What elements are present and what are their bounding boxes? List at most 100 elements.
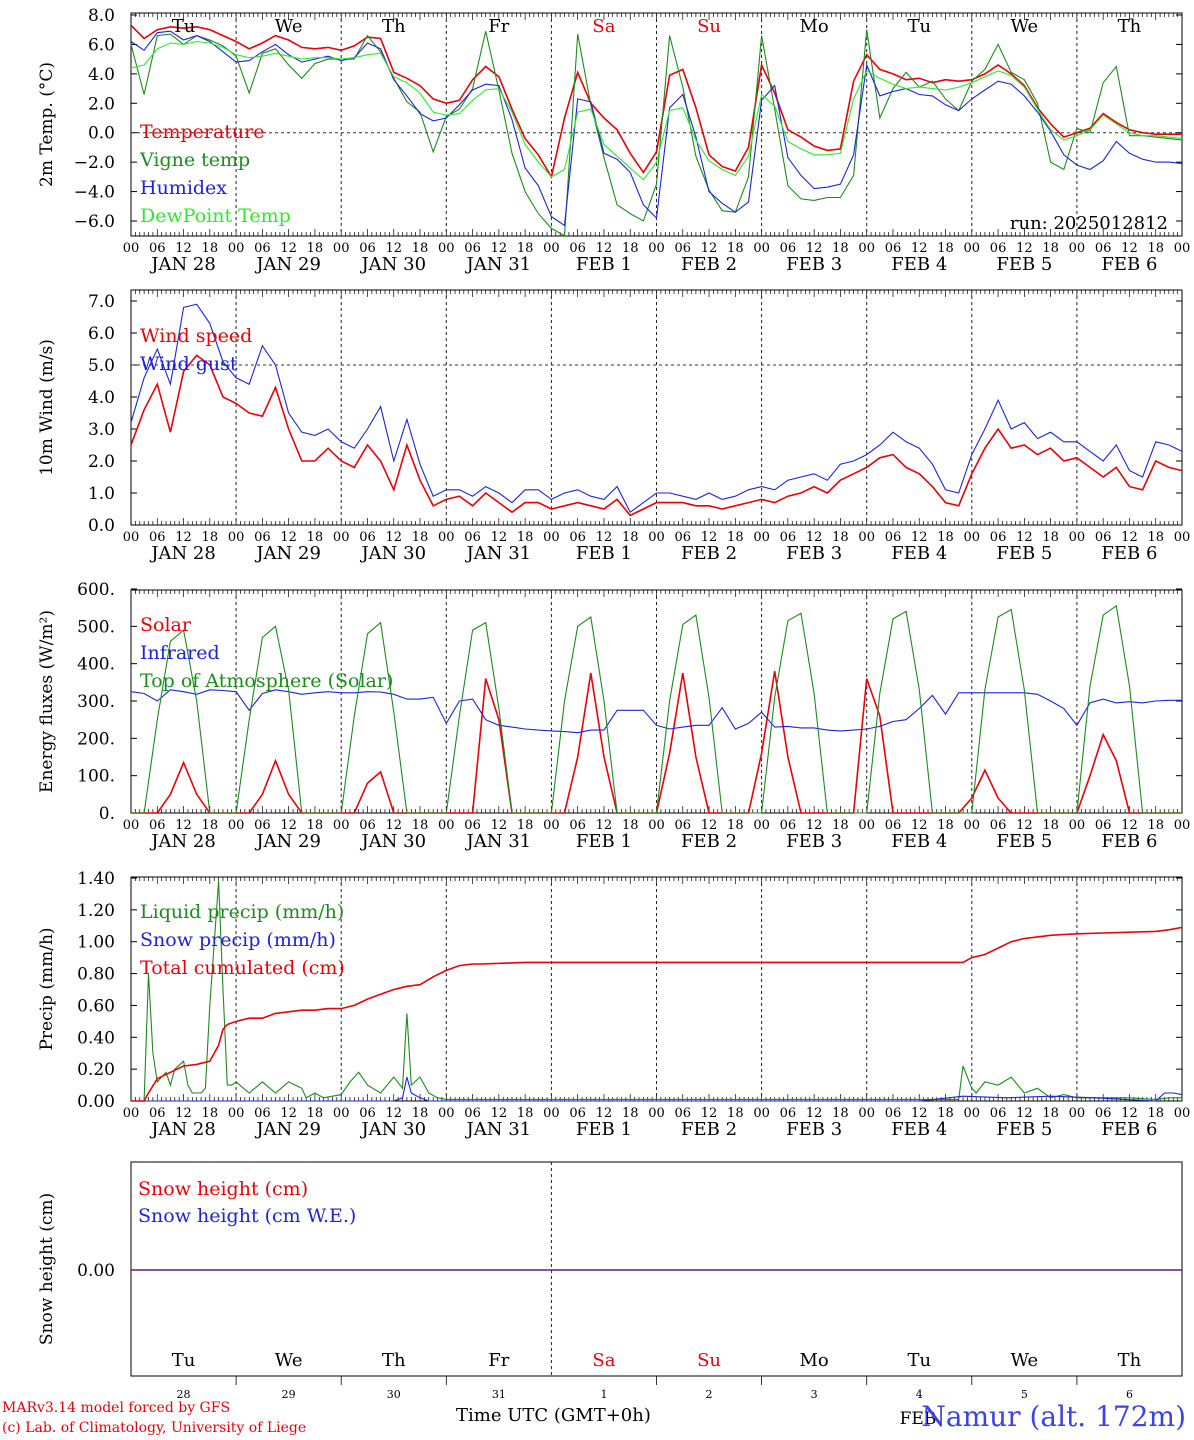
day-label: JAN 30: [359, 1119, 426, 1140]
hour-label: 06: [254, 241, 271, 256]
hour-label: 12: [911, 530, 928, 545]
hour-label: 06: [780, 1106, 797, 1121]
y-tick-label: 300.: [77, 692, 115, 712]
hour-label: 12: [806, 818, 823, 833]
y-tick-label: 200.: [77, 729, 115, 749]
hour-label: 06: [569, 1106, 586, 1121]
series-line: [131, 1076, 1183, 1102]
day-label: JAN 31: [465, 254, 532, 275]
legend-entry: Wind gust: [140, 353, 238, 375]
hour-label: 00: [964, 818, 981, 833]
hour-label: 00: [543, 1106, 560, 1121]
hour-label: 18: [307, 1106, 324, 1121]
legend-entry: Infrared: [140, 642, 220, 664]
series-line: [131, 926, 1183, 1102]
day-number-label: 2: [706, 1388, 713, 1401]
weekday-label: Th: [382, 1350, 406, 1371]
y-tick-label: 0.80: [77, 965, 115, 985]
plot-frame: [130, 12, 1183, 237]
y-tick-label: 0.40: [77, 1028, 115, 1048]
hour-label: 00: [753, 530, 770, 545]
day-label: FEB 4: [891, 831, 947, 852]
day-label: FEB 6: [1101, 543, 1157, 564]
legend-entry: Total cumulated (cm): [140, 957, 345, 979]
hour-label: 00: [1069, 1106, 1086, 1121]
hour-label: 00: [123, 1106, 140, 1121]
hour-label: 18: [622, 1106, 639, 1121]
hour-label: 18: [412, 818, 429, 833]
hour-label: 00: [333, 1106, 350, 1121]
hour-label: 06: [1095, 1106, 1112, 1121]
day-number-label: 30: [387, 1388, 401, 1401]
day-label: FEB 1: [576, 543, 632, 564]
hour-label: 06: [569, 818, 586, 833]
y-tick-label: 0.00: [77, 1092, 115, 1112]
hour-label: 06: [1095, 530, 1112, 545]
hour-label: 06: [149, 818, 166, 833]
y-tick-label: 0.00: [77, 1261, 115, 1281]
weekday-label: Su: [697, 16, 721, 37]
hour-label: 18: [1042, 818, 1059, 833]
hour-label: 12: [1121, 530, 1138, 545]
y-tick-label: 0.0: [88, 124, 115, 144]
hour-label: 00: [228, 1106, 245, 1121]
day-label: FEB 2: [681, 254, 737, 275]
y-tick-label: 1.0: [88, 484, 115, 504]
hour-label: 00: [964, 241, 981, 256]
hour-label: 18: [937, 530, 954, 545]
series-line: [130, 30, 1183, 227]
hour-label: 18: [1042, 241, 1059, 256]
hour-label: 18: [937, 1106, 954, 1121]
day-label: JAN 29: [254, 254, 321, 275]
hour-label: 18: [412, 1106, 429, 1121]
hour-label: 00: [1174, 1106, 1191, 1121]
hour-label: 18: [307, 818, 324, 833]
legend-entry: Snow precip (mm/h): [140, 929, 336, 951]
hour-label: 18: [412, 530, 429, 545]
series-line: [130, 689, 1182, 734]
y-tick-label: −2.0: [74, 153, 115, 173]
model-credit: MARv3.14 model forced by GFS: [2, 1400, 231, 1416]
y-axis-label: Snow height (cm): [37, 1193, 57, 1345]
hour-label: 06: [569, 241, 586, 256]
hour-label: 12: [701, 818, 718, 833]
hour-label: 06: [149, 530, 166, 545]
weekday-label: Su: [697, 1350, 721, 1371]
hour-label: 12: [806, 241, 823, 256]
hour-label: 00: [1174, 241, 1191, 256]
hour-label: 06: [359, 1106, 376, 1121]
weekday-label: We: [275, 16, 303, 37]
hour-label: 06: [780, 241, 797, 256]
hour-label: 00: [438, 818, 455, 833]
day-label: FEB 5: [996, 543, 1052, 564]
y-tick-label: 4.0: [88, 388, 115, 408]
y-tick-label: 0.: [99, 804, 115, 824]
hour-label: 12: [175, 530, 192, 545]
hour-label: 00: [858, 1106, 875, 1121]
legend-entry: DewPoint Temp: [140, 205, 291, 227]
station-label: Namur (alt. 172m): [921, 1400, 1186, 1433]
y-tick-label: 0.60: [77, 996, 115, 1016]
hour-label: 12: [385, 241, 402, 256]
day-label: FEB 1: [576, 1119, 632, 1140]
hour-label: 00: [543, 818, 560, 833]
day-label: FEB 2: [681, 1119, 737, 1140]
hour-label: 00: [438, 1106, 455, 1121]
day-label: FEB 3: [786, 1119, 842, 1140]
hour-label: 12: [701, 530, 718, 545]
hour-label: 00: [648, 1106, 665, 1121]
day-number-label: 5: [1021, 1388, 1028, 1401]
hour-label: 06: [359, 818, 376, 833]
hour-label: 12: [1016, 1106, 1033, 1121]
hour-label: 00: [858, 818, 875, 833]
hour-label: 06: [359, 241, 376, 256]
series-line: [130, 303, 1183, 514]
day-label: FEB 3: [786, 831, 842, 852]
legend-entry: Liquid precip (mm/h): [140, 901, 344, 923]
hour-label: 18: [202, 1106, 219, 1121]
y-tick-label: 1.40: [77, 869, 115, 889]
weekday-label: Tu: [172, 1350, 196, 1371]
hour-label: 00: [1174, 818, 1191, 833]
hour-label: 12: [175, 1106, 192, 1121]
hour-label: 00: [1069, 530, 1086, 545]
